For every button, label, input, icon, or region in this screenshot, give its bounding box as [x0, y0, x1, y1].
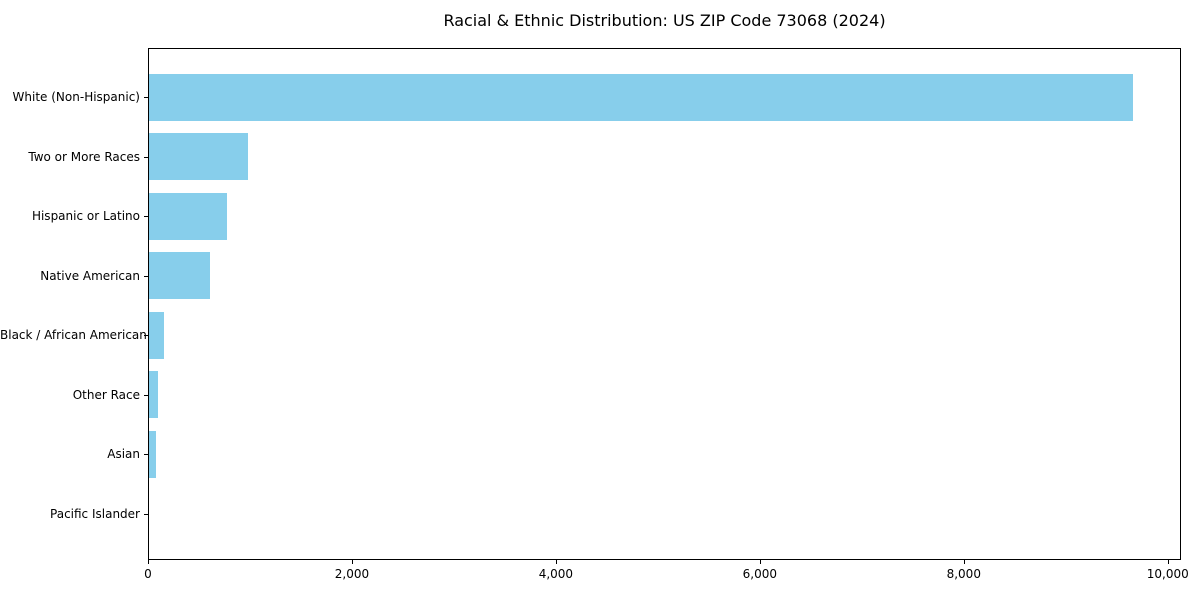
x-tick-mark — [759, 560, 761, 564]
y-tick-mark — [144, 275, 148, 277]
y-tick-label: Other Race — [72, 387, 140, 402]
y-tick-label: Two or More Races — [28, 149, 140, 164]
bar — [149, 430, 157, 478]
y-tick-mark — [144, 394, 148, 396]
y-tick-mark — [144, 97, 148, 98]
plot-area — [148, 48, 1181, 560]
bar — [149, 192, 227, 240]
y-tick-label: Black / African American — [0, 328, 147, 342]
bar — [149, 133, 249, 180]
y-tick-mark — [144, 156, 148, 158]
y-tick-mark — [144, 454, 148, 455]
bar — [149, 252, 210, 299]
bar — [149, 371, 159, 418]
x-tick-label: 6,000 — [742, 567, 778, 581]
x-tick-mark — [351, 560, 353, 564]
x-tick-label: 4,000 — [538, 567, 574, 581]
y-tick-mark — [144, 513, 148, 515]
chart-title: Racial & Ethnic Distribution: US ZIP Cod… — [443, 11, 886, 30]
y-tick-label: Hispanic or Latino — [31, 209, 140, 223]
y-tick-label: White (Non-Hispanic) — [12, 90, 140, 104]
x-tick-label: 8,000 — [946, 567, 981, 581]
y-tick-label: Asian — [107, 447, 140, 461]
x-tick-label: 10,000 — [1146, 567, 1189, 581]
bar — [149, 73, 1134, 121]
y-tick-label: Pacific Islander — [50, 506, 140, 521]
x-tick-mark — [1167, 560, 1169, 564]
x-tick-mark — [963, 560, 965, 564]
x-tick-label: 0 — [144, 567, 152, 581]
y-tick-mark — [144, 216, 148, 217]
bar — [149, 311, 164, 359]
y-tick-label: Native American — [40, 268, 140, 283]
x-tick-mark — [148, 560, 149, 564]
x-tick-label: 2,000 — [334, 567, 370, 581]
y-tick-mark — [144, 335, 148, 336]
x-tick-mark — [555, 560, 557, 564]
